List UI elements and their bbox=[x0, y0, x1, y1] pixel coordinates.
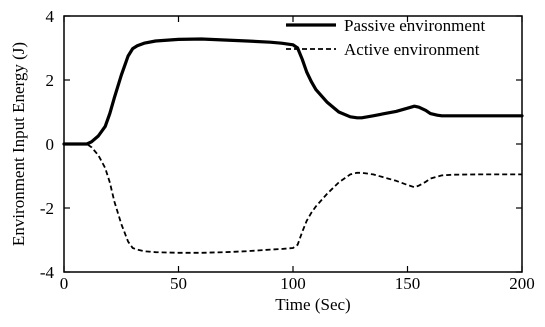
series-line-active bbox=[64, 143, 522, 254]
y-tick-label: 0 bbox=[46, 135, 55, 154]
series-line-passive bbox=[62, 37, 524, 146]
legend-label: Passive environment bbox=[344, 16, 485, 35]
x-tick-label: 0 bbox=[60, 274, 69, 293]
x-tick-label: 100 bbox=[280, 274, 306, 293]
legend-label: Active environment bbox=[344, 40, 480, 59]
y-axis-label: Environment Input Energy (J) bbox=[9, 42, 28, 246]
x-tick-label: 200 bbox=[509, 274, 535, 293]
y-tick-label: 2 bbox=[46, 71, 55, 90]
x-tick-label: 150 bbox=[395, 274, 421, 293]
y-tick-label: 4 bbox=[46, 7, 55, 26]
x-axis-label: Time (Sec) bbox=[275, 295, 350, 314]
chart-marks: 0 50 100 150 200 -4 -2 0 2 4 Passive environment Ac… bbox=[40, 7, 535, 293]
y-tick-label: -4 bbox=[40, 263, 55, 282]
y-tick-label: -2 bbox=[40, 199, 54, 218]
x-tick-label: 50 bbox=[170, 274, 187, 293]
